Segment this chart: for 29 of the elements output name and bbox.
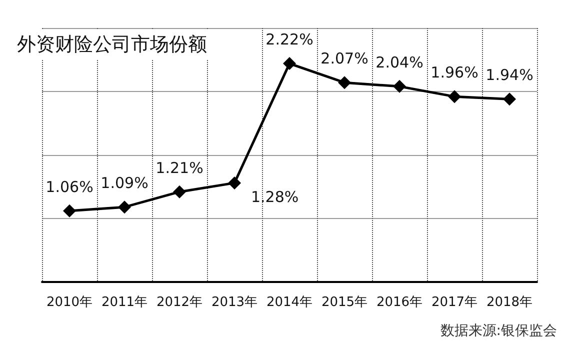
data-label: 1.09% bbox=[100, 174, 148, 192]
chart-title: 外资财险公司市场份额 bbox=[17, 34, 207, 56]
x-tick-label: 2013年 bbox=[211, 295, 258, 310]
data-label: 1.21% bbox=[156, 158, 204, 177]
point bbox=[173, 185, 186, 198]
data-label: 2.04% bbox=[376, 53, 424, 72]
x-tick-label: 2014年 bbox=[266, 295, 313, 310]
point bbox=[503, 92, 516, 106]
x-tick-label: 2012年 bbox=[156, 295, 203, 310]
source-note: 数据来源:银保监会 bbox=[440, 323, 557, 339]
point bbox=[63, 204, 76, 218]
x-tick-label: 2017年 bbox=[431, 295, 478, 310]
x-tick-label: 2018年 bbox=[486, 295, 533, 310]
point bbox=[283, 57, 296, 70]
point bbox=[118, 200, 131, 214]
x-tick-label: 2010年 bbox=[46, 295, 93, 310]
point bbox=[393, 80, 406, 93]
x-tick-label: 2011年 bbox=[101, 295, 148, 310]
point bbox=[228, 176, 241, 190]
x-tick-label: 2016年 bbox=[376, 295, 423, 310]
point bbox=[338, 76, 351, 90]
data-label: 2.07% bbox=[320, 50, 368, 68]
data-label: 1.94% bbox=[486, 66, 534, 84]
point bbox=[448, 90, 461, 104]
data-label: 2.22% bbox=[266, 30, 314, 49]
data-label: 1.28% bbox=[251, 188, 299, 206]
x-tick-label: 2015年 bbox=[321, 295, 368, 310]
data-label: 1.96% bbox=[430, 64, 478, 82]
data-label: 1.06% bbox=[46, 178, 94, 196]
